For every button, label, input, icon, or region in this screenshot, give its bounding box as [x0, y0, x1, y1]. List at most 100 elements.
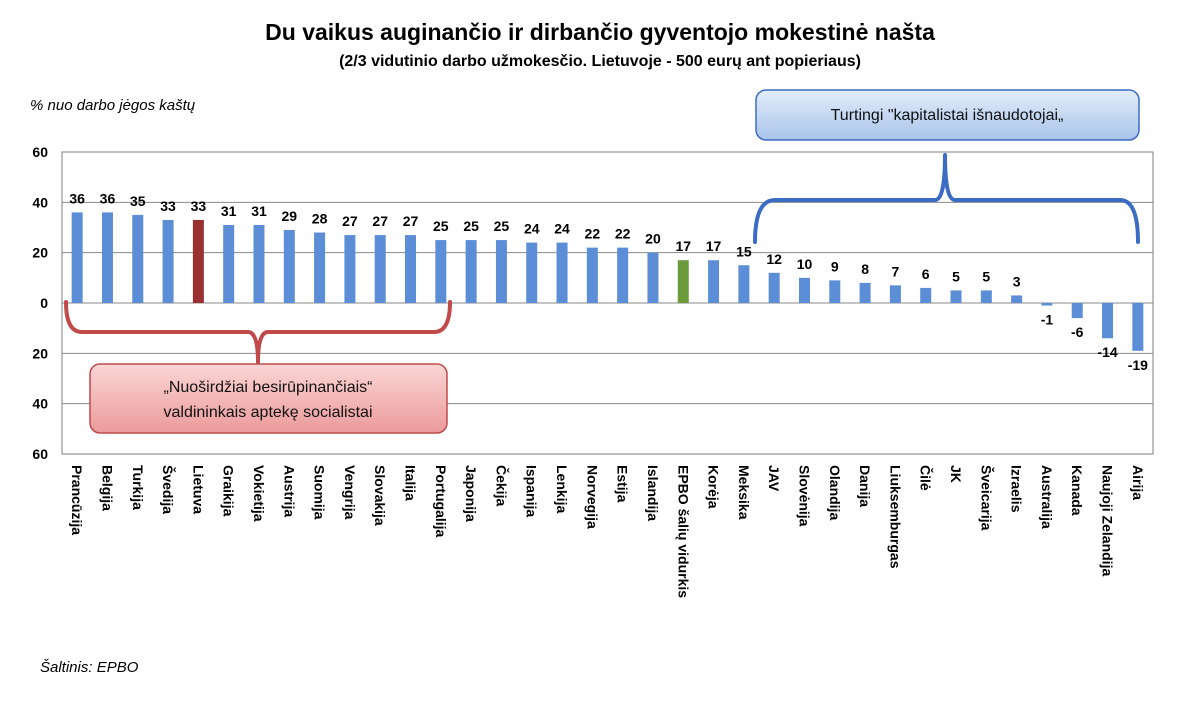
- category-label: Liuksemburgas: [887, 465, 903, 569]
- data-label: 27: [342, 213, 358, 229]
- data-label: 36: [100, 190, 116, 206]
- data-label: 25: [433, 218, 449, 234]
- category-label: Islandija: [645, 465, 661, 521]
- category-label: Turkija: [130, 465, 146, 510]
- category-label: Čekija: [493, 465, 510, 506]
- category-label: Airija: [1130, 465, 1146, 500]
- category-label: Belgija: [99, 465, 115, 511]
- bar: [556, 242, 568, 303]
- category-label: Suomija: [312, 465, 328, 520]
- data-label: 33: [191, 198, 207, 214]
- data-label: 24: [524, 221, 540, 237]
- data-label: 27: [372, 213, 388, 229]
- bar: [314, 232, 326, 303]
- data-label: 15: [736, 243, 752, 259]
- data-label: 27: [403, 213, 419, 229]
- left-group-bracket: [64, 300, 452, 364]
- bar: [132, 214, 144, 303]
- y-tick-label: 20: [32, 245, 48, 261]
- data-label: 5: [952, 268, 960, 284]
- chart-subtitle: (2/3 vidutinio darbo užmokesčio. Lietuvo…: [339, 53, 861, 70]
- y-tick-label: 20: [32, 345, 48, 361]
- data-label: 17: [706, 238, 722, 254]
- bar: [980, 290, 992, 303]
- category-label: Lenkija: [554, 465, 570, 513]
- y-axis-label: % nuo darbo jėgos kaštų: [30, 97, 196, 114]
- data-label: 17: [675, 238, 691, 254]
- source-note: Šaltinis: EPBO: [40, 659, 139, 676]
- category-label: Italija: [403, 465, 419, 501]
- bar: [71, 212, 83, 303]
- right-group-bracket: [753, 153, 1140, 244]
- bar: [738, 265, 750, 303]
- bar: [1071, 303, 1083, 319]
- bar: [708, 260, 720, 303]
- category-label: JK: [948, 465, 964, 483]
- bar: [405, 235, 417, 303]
- bar: [677, 260, 689, 303]
- category-label: Austrija: [281, 465, 297, 517]
- data-label: 36: [69, 190, 85, 206]
- data-label: 9: [831, 258, 839, 274]
- bar: [162, 219, 174, 303]
- data-label: 7: [892, 263, 900, 279]
- bar: [1132, 303, 1144, 351]
- bar: [768, 272, 780, 303]
- red-callout: „Nuoširdžiai besirūpinančiais“ valdinink…: [89, 363, 448, 434]
- data-label: 25: [463, 218, 479, 234]
- bar: [1102, 303, 1114, 339]
- category-label: Graikija: [221, 465, 237, 517]
- category-label: Slovakija: [372, 465, 388, 526]
- data-label: 24: [554, 221, 570, 237]
- data-label: 33: [160, 198, 176, 214]
- category-label: Slovėnija: [796, 465, 812, 527]
- data-label: 6: [922, 266, 930, 282]
- data-label: 31: [221, 203, 237, 219]
- bar: [920, 287, 932, 303]
- category-label: Izraelis: [1009, 465, 1025, 513]
- category-label: Vokietija: [251, 465, 267, 522]
- bar: [192, 219, 204, 303]
- bar: [617, 247, 629, 303]
- category-label: Norvegija: [584, 465, 600, 529]
- data-label: -14: [1097, 344, 1117, 360]
- data-label: 10: [797, 256, 813, 272]
- category-label: Prancūzija: [69, 465, 85, 535]
- data-label: 35: [130, 193, 146, 209]
- data-label: 22: [585, 226, 601, 242]
- bar: [253, 224, 265, 303]
- bar: [465, 240, 477, 303]
- data-label: 8: [861, 261, 869, 277]
- bar: [435, 240, 447, 303]
- y-tick-label: 40: [32, 396, 48, 412]
- bar: [495, 240, 507, 303]
- category-label: Kanada: [1069, 465, 1085, 516]
- category-label: Meksika: [736, 465, 752, 520]
- data-label: 22: [615, 226, 631, 242]
- category-label: Estija: [615, 465, 631, 503]
- data-label: 5: [982, 268, 990, 284]
- y-axis-ticks: 60 40 20 0 20 40 60: [32, 144, 48, 462]
- y-tick-label: 0: [40, 295, 48, 311]
- y-tick-label: 40: [32, 194, 48, 210]
- data-labels: 36 36 35 33 33 31 31 29 28 27 27 27 25 25 25 24 24 22 22 20…: [69, 190, 1148, 372]
- data-label: -1: [1041, 312, 1054, 328]
- category-label: Danija: [857, 465, 873, 507]
- bar: [859, 282, 871, 303]
- category-label: Ispanija: [524, 465, 540, 517]
- category-label: Korėja: [706, 465, 722, 509]
- bar: [344, 235, 356, 303]
- category-labels: Prancūzija Belgija Turkija Švedija Lietuva Gr…: [69, 465, 1146, 598]
- data-label: 12: [766, 251, 782, 267]
- category-label: Čilė: [918, 465, 935, 491]
- bar: [1011, 295, 1023, 303]
- data-label: 3: [1013, 273, 1021, 289]
- bar: [374, 235, 386, 303]
- bar: [889, 285, 901, 303]
- category-label: Švedija: [160, 465, 177, 514]
- blue-callout: Turtingi "kapitalistai išnaudotojai„: [755, 89, 1140, 141]
- blue-callout-text: Turtingi "kapitalistai išnaudotojai„: [831, 107, 1064, 124]
- data-label: -19: [1128, 357, 1148, 373]
- bar: [223, 224, 235, 303]
